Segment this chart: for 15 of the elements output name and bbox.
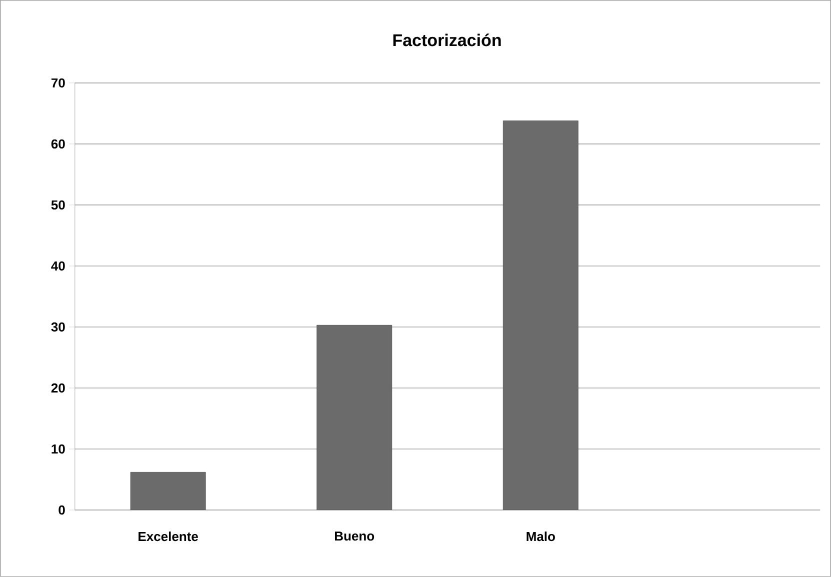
bar — [316, 324, 392, 510]
y-tick-label: 20 — [51, 383, 65, 393]
chart-title: Factorización — [393, 34, 501, 46]
x-tick-label: Bueno — [335, 532, 374, 541]
y-tick-label: 30 — [51, 322, 65, 332]
x-tick-label: Excelente — [138, 532, 198, 542]
y-tick-label: 50 — [51, 200, 65, 210]
y-tick-label: 10 — [52, 444, 65, 454]
y-tick-label: 40 — [51, 261, 65, 271]
y-tick-label: 70 — [51, 78, 65, 88]
y-tick-label: 0 — [58, 505, 65, 515]
x-tick-label: Malo — [526, 532, 555, 542]
bar — [502, 120, 578, 510]
y-tick-label: 60 — [51, 139, 65, 149]
bar — [130, 472, 206, 510]
